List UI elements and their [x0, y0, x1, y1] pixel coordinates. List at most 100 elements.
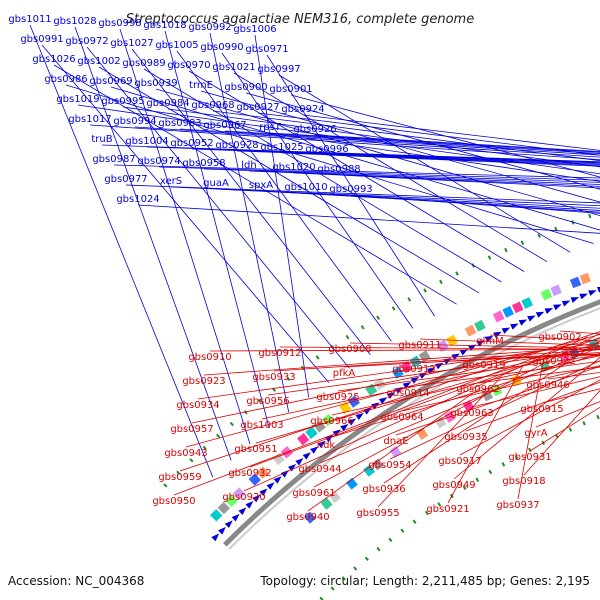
reverse-gene-label-line	[179, 331, 600, 472]
forward-gene-arrow	[402, 381, 412, 389]
forward-gene-label: gbs1010	[284, 182, 327, 193]
forward-gene-label-line	[281, 152, 600, 166]
reverse-gene-label: gbs0935	[444, 432, 487, 443]
forward-gene-label: gbs0983	[158, 118, 201, 129]
reverse-gene-label-line	[401, 365, 600, 412]
gc-mark	[520, 240, 525, 245]
reverse-gene-label: gbs0966	[310, 416, 353, 427]
feature-block-inner	[363, 464, 376, 477]
forward-gene-label-line	[134, 126, 600, 158]
forward-gene-label: gbs0984	[146, 98, 189, 109]
forward-gene-label: gbs0927	[236, 102, 279, 113]
feature-block	[464, 324, 477, 337]
gc-mark	[504, 247, 508, 253]
forward-gene-arrow	[493, 331, 502, 338]
reverse-gene-label-line	[517, 355, 545, 500]
forward-gene-label-line	[113, 164, 600, 179]
gc-mark	[407, 297, 412, 302]
forward-gene-label: gbs0993	[329, 184, 372, 195]
reverse-gene-label: gbs0936	[362, 484, 405, 495]
reverse-gene-label: gbs1003	[240, 420, 283, 431]
forward-gene-arrow	[570, 297, 580, 303]
feature-block	[365, 383, 378, 396]
reverse-gene-label: pfkA	[333, 368, 356, 379]
reverse-gene-label: gbs0959	[158, 472, 201, 483]
reverse-gene-label-line	[319, 346, 600, 464]
gc-mark	[412, 519, 417, 524]
forward-gene-label-line	[326, 154, 600, 167]
gc-mark	[423, 288, 427, 293]
forward-gene-arrow	[259, 488, 268, 496]
forward-gene-arrow	[579, 293, 588, 300]
forward-gene-arrow	[553, 304, 562, 311]
forward-gene-arrow	[527, 315, 536, 322]
feature-block	[511, 301, 524, 314]
feature-block	[232, 487, 246, 500]
forward-gene-arrow	[224, 520, 233, 529]
reverse-gene-label-line	[267, 348, 600, 396]
reverse-gene-label-line	[383, 340, 600, 484]
gc-mark	[229, 421, 234, 427]
reverse-gene-label: gbs0915	[520, 404, 563, 415]
forward-gene-label: gbs1028	[53, 16, 96, 27]
feature-block-inner	[462, 400, 475, 412]
gc-mark	[462, 485, 467, 490]
feature-block	[446, 334, 458, 347]
gc-mark	[286, 376, 291, 381]
genome-backbone	[223, 299, 600, 550]
forward-gene-label-line	[146, 146, 600, 163]
gc-mark	[189, 458, 194, 463]
reverse-gene-label-line	[185, 334, 600, 448]
forward-gene-label-line	[254, 34, 310, 398]
forward-gene-label: gbs0939	[134, 78, 177, 89]
forward-gene-label: gbs0990	[200, 42, 243, 53]
reverse-gene-label-line	[523, 389, 600, 476]
forward-gene-arrow	[476, 340, 485, 347]
forward-gene-arrow	[386, 392, 396, 399]
backbone-arc	[223, 299, 600, 547]
forward-gene-label: gbs1004	[125, 136, 168, 147]
gc-mark	[388, 537, 393, 543]
feature-block	[540, 288, 553, 301]
forward-gene-arrow	[588, 290, 597, 296]
forward-gene-label-line	[74, 26, 232, 461]
feature-block	[474, 319, 486, 332]
reverse-gene-label: gbs0964	[380, 412, 423, 423]
forward-gene-label: gbs0987	[92, 154, 135, 165]
gc-mark	[501, 462, 506, 467]
feature-block	[225, 494, 238, 507]
gc-mark	[439, 279, 443, 285]
reverse-gene-label: ndk	[317, 440, 336, 451]
forward-gene-label-line	[350, 194, 600, 214]
feature-block	[248, 473, 261, 486]
reverse-gene-label: gbs0910	[188, 352, 231, 363]
feature-block	[400, 361, 413, 374]
reverse-gene-label: gbs0963	[450, 408, 493, 419]
forward-gene-label: gbs0977	[104, 174, 147, 185]
reverse-gene-label: dnaE	[383, 436, 408, 447]
forward-gene-label: gbs0972	[65, 36, 108, 47]
forward-gene-arrow	[310, 446, 319, 454]
reverse-gene-label-line	[453, 356, 600, 480]
reverse-gene-label-line	[377, 376, 502, 508]
forward-gene-label-line	[86, 46, 350, 369]
forward-gene-label-line	[200, 90, 600, 203]
forward-gene-label: gbs1025	[260, 142, 303, 153]
reverse-gene-label: gbs0937	[496, 500, 539, 511]
reverse-gene-label: gbs0943	[164, 448, 207, 459]
reverse-gene-label: gyrA	[524, 428, 547, 439]
reverse-gene-label-line	[395, 365, 600, 436]
reverse-gene-label: gbs0918	[502, 476, 545, 487]
forward-gene-label: gbs1024	[116, 194, 159, 205]
forward-gene-label-line	[110, 86, 600, 231]
reverse-gene-label-line	[191, 338, 600, 424]
forward-gene-arrow	[280, 470, 289, 478]
reverse-gene-label-line	[529, 406, 600, 452]
reverse-gene-label: gbs0912	[258, 348, 301, 359]
forward-gene-arrow	[468, 344, 477, 351]
forward-gene-arrow	[245, 500, 254, 509]
forward-gene-arrow	[518, 319, 528, 326]
reverse-gene-label: gbs0957	[170, 424, 213, 435]
forward-gene-arrow	[266, 482, 275, 490]
forward-gene-label: gbs0928	[215, 140, 258, 151]
